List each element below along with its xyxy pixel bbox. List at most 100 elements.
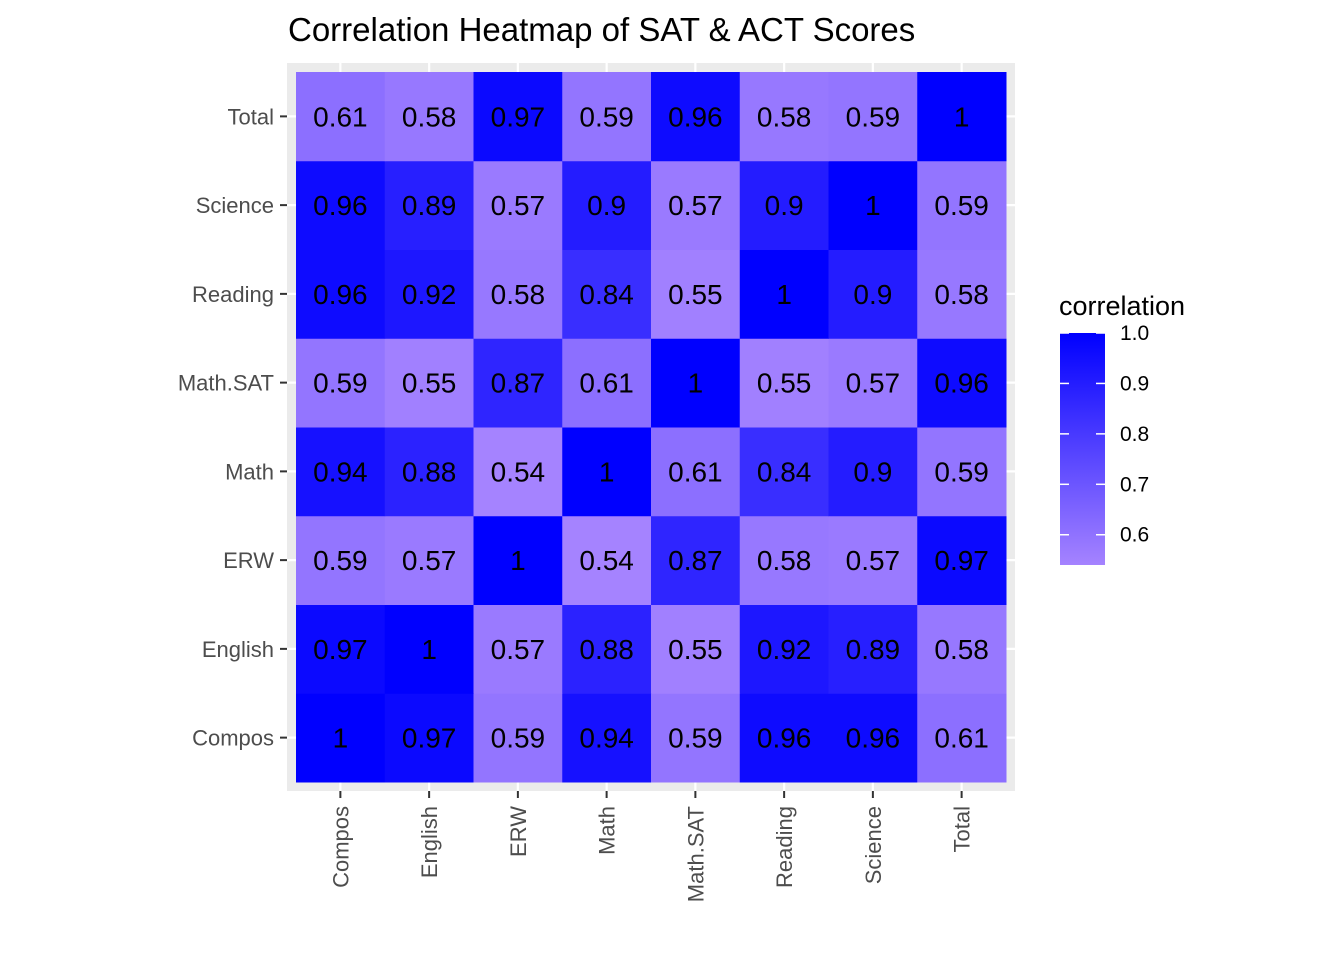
cell-label-total-english: 0.58 (402, 101, 457, 132)
cell-label-total-science: 0.59 (846, 101, 901, 132)
cell-science-english (384, 160, 474, 250)
cell-label-math-sat-math: 0.61 (579, 368, 634, 399)
cell-compos-compos (296, 693, 386, 783)
cell-label-math-sat-reading: 0.55 (757, 368, 812, 399)
cell-label-math-sat-erw: 0.87 (491, 368, 546, 399)
cell-english-erw (473, 604, 563, 694)
cell-label-compos-math-sat: 0.59 (668, 723, 723, 754)
cell-label-english-math: 0.88 (579, 634, 634, 665)
legend-title: correlation (1059, 291, 1185, 321)
cell-label-science-reading: 0.9 (765, 190, 804, 221)
legend-tick-label: 0.6 (1120, 524, 1149, 547)
legend: correlation 1.0 0.9 0.8 0.7 0.6 (1059, 291, 1185, 565)
cell-reading-english (384, 249, 474, 339)
cell-label-english-total: 0.58 (934, 634, 989, 665)
cell-english-english (384, 604, 474, 694)
y-tick-label-math: Math (225, 459, 274, 484)
cell-math-total (917, 427, 1007, 517)
x-tick-label-math-sat: Math.SAT (683, 806, 708, 902)
x-tick-label-total: Total (950, 806, 975, 852)
cell-erw-compos (296, 515, 386, 605)
cell-total-english (384, 72, 474, 162)
cell-label-science-science: 1 (865, 190, 881, 221)
cell-label-math-compos: 0.94 (313, 456, 368, 487)
cell-total-total (917, 72, 1007, 162)
cell-label-reading-erw: 0.58 (491, 279, 546, 310)
cell-erw-science (828, 515, 918, 605)
cell-label-science-english: 0.89 (402, 190, 457, 221)
cell-label-english-english: 1 (421, 634, 437, 665)
cell-total-science (828, 72, 918, 162)
cell-label-total-erw: 0.97 (491, 101, 546, 132)
cell-english-science (828, 604, 918, 694)
cell-label-math-english: 0.88 (402, 456, 457, 487)
cell-total-compos (296, 72, 386, 162)
cell-compos-total (917, 693, 1007, 783)
cell-label-reading-compos: 0.96 (313, 279, 368, 310)
cell-label-math-math-sat: 0.61 (668, 456, 723, 487)
cell-math-sat-science (828, 338, 918, 428)
cell-erw-total (917, 515, 1007, 605)
cell-label-reading-math-sat: 0.55 (668, 279, 723, 310)
cell-english-math (562, 604, 652, 694)
cell-label-total-math: 0.59 (579, 101, 634, 132)
cell-science-erw (473, 160, 563, 250)
x-tick-label-english: English (417, 806, 442, 878)
cell-label-erw-english: 0.57 (402, 545, 457, 576)
cell-reading-erw (473, 249, 563, 339)
cell-labels: 1 0.97 0.59 0.94 0.59 0.96 0.96 0.61 0.97 1 0.57 0.… (313, 101, 989, 753)
cell-label-reading-reading: 1 (776, 279, 792, 310)
cell-label-erw-total: 0.97 (934, 545, 989, 576)
cell-reading-reading (739, 249, 829, 339)
cell-erw-math-sat (651, 515, 741, 605)
cell-science-reading (739, 160, 829, 250)
cell-label-math-erw: 0.54 (491, 456, 546, 487)
cell-label-science-math: 0.9 (587, 190, 626, 221)
heatmap-cells (296, 72, 1007, 783)
cell-label-math-total: 0.59 (934, 456, 989, 487)
cell-erw-english (384, 515, 474, 605)
cell-english-total (917, 604, 1007, 694)
cell-math-reading (739, 427, 829, 517)
cell-total-math-sat (651, 72, 741, 162)
cell-label-erw-math-sat: 0.87 (668, 545, 723, 576)
cell-math-sat-total (917, 338, 1007, 428)
cell-label-math-sat-math-sat: 1 (688, 368, 704, 399)
x-tick-label-science: Science (861, 806, 886, 884)
cell-label-math-sat-compos: 0.59 (313, 368, 368, 399)
legend-tick-label: 0.7 (1120, 473, 1149, 496)
cell-math-sat-math (562, 338, 652, 428)
x-tick-label-erw: ERW (506, 806, 531, 857)
cell-erw-erw (473, 515, 563, 605)
cell-label-math-sat-english: 0.55 (402, 368, 457, 399)
cell-label-science-erw: 0.57 (491, 190, 546, 221)
cell-label-reading-total: 0.58 (934, 279, 989, 310)
cell-reading-compos (296, 249, 386, 339)
cell-math-sat-reading (739, 338, 829, 428)
cell-english-reading (739, 604, 829, 694)
cell-label-science-math-sat: 0.57 (668, 190, 723, 221)
cell-total-erw (473, 72, 563, 162)
y-tick-label-science: Science (196, 193, 274, 218)
cell-math-sat-english (384, 338, 474, 428)
cell-english-compos (296, 604, 386, 694)
cell-total-reading (739, 72, 829, 162)
legend-colorbar (1060, 333, 1105, 565)
y-tick-label-math-sat: Math.SAT (178, 371, 274, 396)
cell-label-total-compos: 0.61 (313, 101, 368, 132)
cell-compos-erw (473, 693, 563, 783)
cell-label-erw-reading: 0.58 (757, 545, 812, 576)
cell-science-compos (296, 160, 386, 250)
cell-math-math-sat (651, 427, 741, 517)
cell-reading-science (828, 249, 918, 339)
cell-label-compos-math: 0.94 (579, 723, 634, 754)
x-axis: Compos English ERW Math Math.SAT Reading Scien… (328, 791, 975, 902)
cell-compos-math-sat (651, 693, 741, 783)
cell-label-erw-math: 0.54 (579, 545, 634, 576)
cell-compos-math (562, 693, 652, 783)
legend-ticks: 1.0 0.9 0.8 0.7 0.6 (1060, 322, 1149, 547)
cell-reading-math-sat (651, 249, 741, 339)
cell-label-erw-erw: 1 (510, 545, 526, 576)
cell-label-total-total: 1 (954, 101, 970, 132)
